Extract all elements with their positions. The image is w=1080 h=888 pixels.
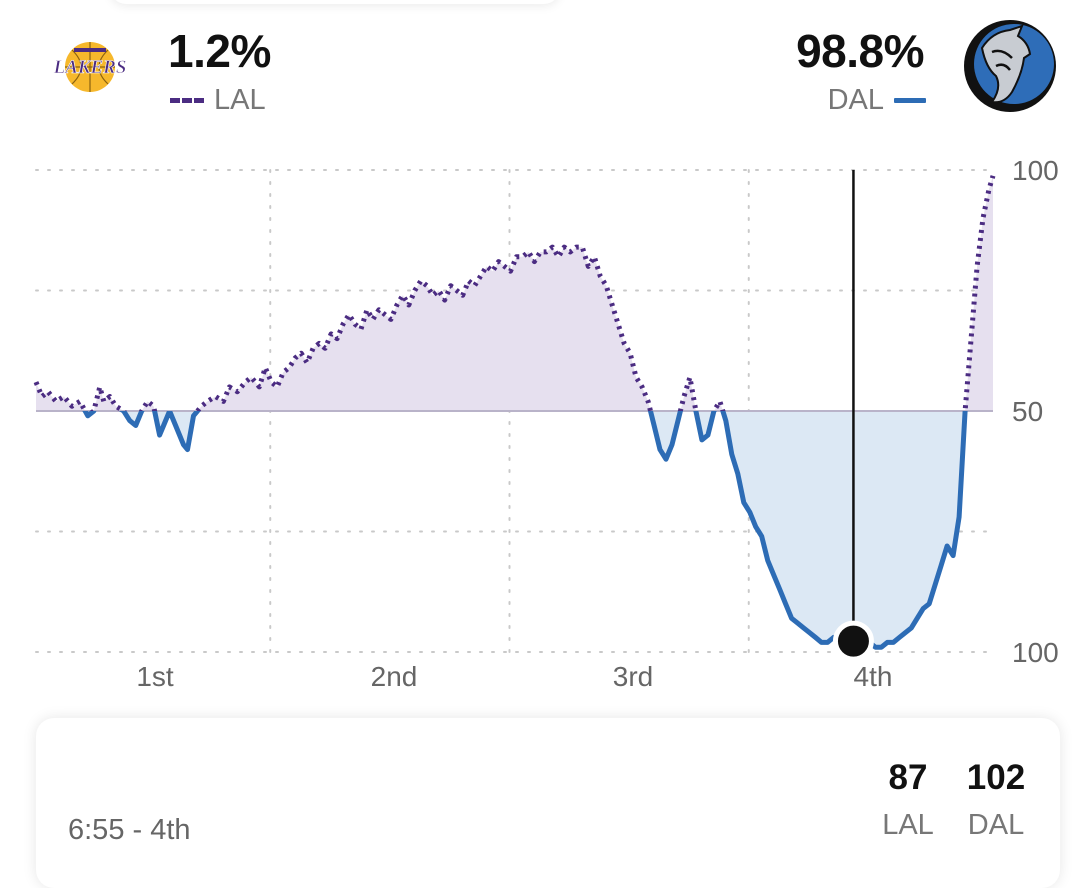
- mavericks-logo-icon: [964, 20, 1056, 112]
- lal-line: [33, 175, 996, 411]
- y-tick-label: 100: [1012, 155, 1059, 186]
- dal-legend-label: DAL: [827, 84, 884, 116]
- dal-solid-line-icon: [894, 98, 926, 103]
- chart-areas: [36, 175, 993, 648]
- marker-dot: [832, 620, 874, 662]
- lal-legend-label: LAL: [214, 84, 266, 116]
- lal-score-label: LAL: [882, 809, 934, 841]
- x-tick-label: 3rd: [613, 661, 653, 692]
- lal-win-pct: 1.2%: [168, 25, 271, 77]
- x-axis-labels: 1st 2nd 3rd 4th: [136, 661, 892, 692]
- lal-score-column: 87 LAL: [878, 760, 938, 840]
- lal-legend: LAL: [170, 86, 266, 115]
- dal-score-column: 102 DAL: [958, 760, 1034, 840]
- dal-score-label: DAL: [967, 809, 1025, 841]
- win-probability-chart[interactable]: 100 50 100 1st 2nd 3rd 4th: [0, 140, 1080, 700]
- dal-win-pct: 98.8%: [796, 25, 924, 77]
- x-tick-label: 2nd: [371, 661, 418, 692]
- game-score-card[interactable]: 6:55 - 4th 87 LAL 102 DAL: [36, 718, 1060, 888]
- x-tick-label: 4th: [854, 661, 893, 692]
- lakers-logo-icon: LAKERS: [52, 42, 127, 92]
- lakers-logo-wordmark: LAKERS: [53, 57, 127, 78]
- top-card-edge: [110, 0, 560, 4]
- y-axis-labels: 100 50 100: [1012, 155, 1059, 668]
- dal-score: 102: [966, 758, 1026, 797]
- lal-area: [36, 175, 993, 411]
- lal-score: 87: [888, 758, 928, 797]
- lal-dotted-line-icon: [170, 98, 204, 103]
- dal-legend: DAL: [828, 86, 926, 115]
- dal-area: [36, 411, 993, 648]
- y-tick-label: 100: [1012, 637, 1059, 668]
- game-clock: 6:55 - 4th: [68, 814, 191, 846]
- x-tick-label: 1st: [136, 661, 174, 692]
- current-play-marker[interactable]: [832, 170, 874, 662]
- y-tick-label: 50: [1012, 396, 1043, 427]
